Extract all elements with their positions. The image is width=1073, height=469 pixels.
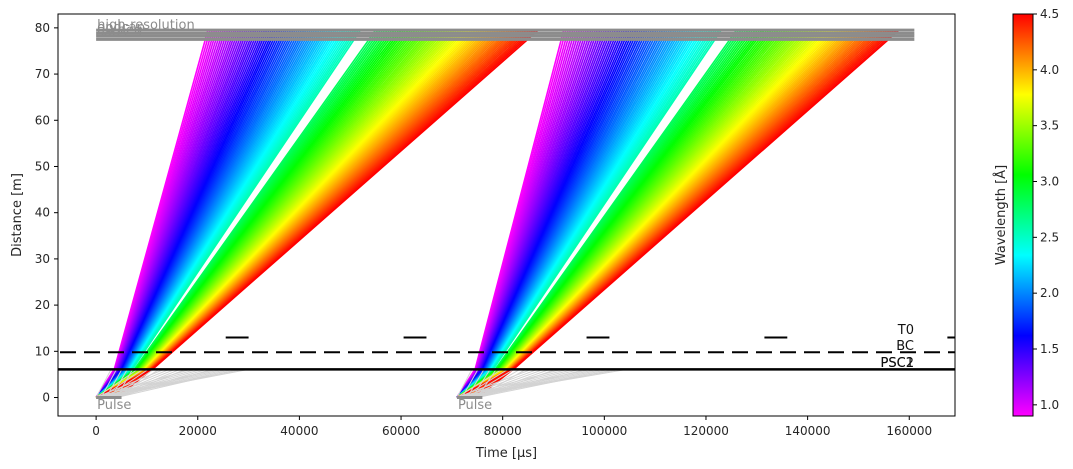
colorbar-tick-label: 4.0 <box>1040 63 1059 77</box>
chopper-label: PSC2 <box>881 356 914 371</box>
chopper-label: PSC1 <box>881 356 914 371</box>
colorbar-tick-label: 4.5 <box>1040 7 1059 21</box>
blocked-path <box>461 368 630 399</box>
y-axis-label: Distance [m] <box>10 173 25 257</box>
chopper-label: T0 <box>897 323 914 338</box>
colorbar-tick-label: 3.0 <box>1040 175 1059 189</box>
blocked-path <box>456 368 503 398</box>
blocked-fan <box>456 368 630 399</box>
blocked-neutron-fans <box>95 368 630 399</box>
blocked-path <box>96 368 219 399</box>
detector-label: sans <box>97 26 127 41</box>
y-tick-label: 0 <box>42 391 50 405</box>
detector-label: 90 deg <box>97 23 142 38</box>
colorbar-tick-label: 2.0 <box>1040 286 1059 300</box>
y-tick-label: 30 <box>35 252 50 266</box>
y-tick-label: 50 <box>35 159 50 173</box>
blocked-path <box>95 368 166 398</box>
y-tick-label: 10 <box>35 344 50 358</box>
y-tick-label: 60 <box>35 113 50 127</box>
colorbar-tick-label: 3.5 <box>1040 119 1059 133</box>
source-pulses: Pulse Pulse <box>96 396 492 413</box>
x-axis-label: Time [µs] <box>475 446 537 461</box>
pulse-label: Pulse <box>458 398 492 413</box>
blocked-path <box>456 368 533 398</box>
x-tick-label: 0 <box>92 424 100 438</box>
colorbar: 1.0 1.5 2.0 2.5 3.0 3.5 4.0 4.5 Wavelength [Å] <box>993 7 1059 417</box>
x-tick-label: 160000 <box>886 424 932 438</box>
blocked-path <box>456 368 624 399</box>
x-tick-label: 60000 <box>382 424 420 438</box>
blocked-path <box>456 368 564 398</box>
blocked-path <box>95 368 139 398</box>
detector-label: high-resolution <box>97 18 195 33</box>
x-tick-label: 20000 <box>179 424 217 438</box>
blocked-path <box>456 368 473 398</box>
blocked-path <box>96 368 246 399</box>
y-tick-label: 70 <box>35 67 50 81</box>
blocked-fan <box>95 368 252 399</box>
detector-label: endcap <box>97 21 145 36</box>
colorbar-tick-label: 1.0 <box>1040 398 1059 412</box>
y-tick-label: 40 <box>35 206 50 220</box>
axes: 0 20000 40000 60000 80000 100000 120000 140000 1… <box>10 13 956 461</box>
chopper-label: BC <box>896 339 914 354</box>
colorbar-tick-label: 2.5 <box>1040 230 1059 244</box>
colorbar-tick-label: 1.5 <box>1040 342 1059 356</box>
pulse-label: Pulse <box>97 398 131 413</box>
choppers <box>58 336 955 371</box>
blocked-path <box>101 368 252 399</box>
colorbar-label: Wavelength [Å] <box>993 165 1009 265</box>
blocked-path <box>95 368 193 398</box>
x-tick-label: 80000 <box>484 424 522 438</box>
blocked-path <box>456 368 594 399</box>
x-tick-label: 40000 <box>280 424 318 438</box>
colorbar-gradient <box>1012 13 1034 417</box>
y-tick-label: 80 <box>35 21 50 35</box>
x-tick-label: 140000 <box>785 424 831 438</box>
y-tick-label: 20 <box>35 298 50 312</box>
x-tick-label: 100000 <box>581 424 627 438</box>
blocked-path <box>95 368 112 398</box>
x-tick-label: 120000 <box>683 424 729 438</box>
plot-frame <box>57 13 956 417</box>
